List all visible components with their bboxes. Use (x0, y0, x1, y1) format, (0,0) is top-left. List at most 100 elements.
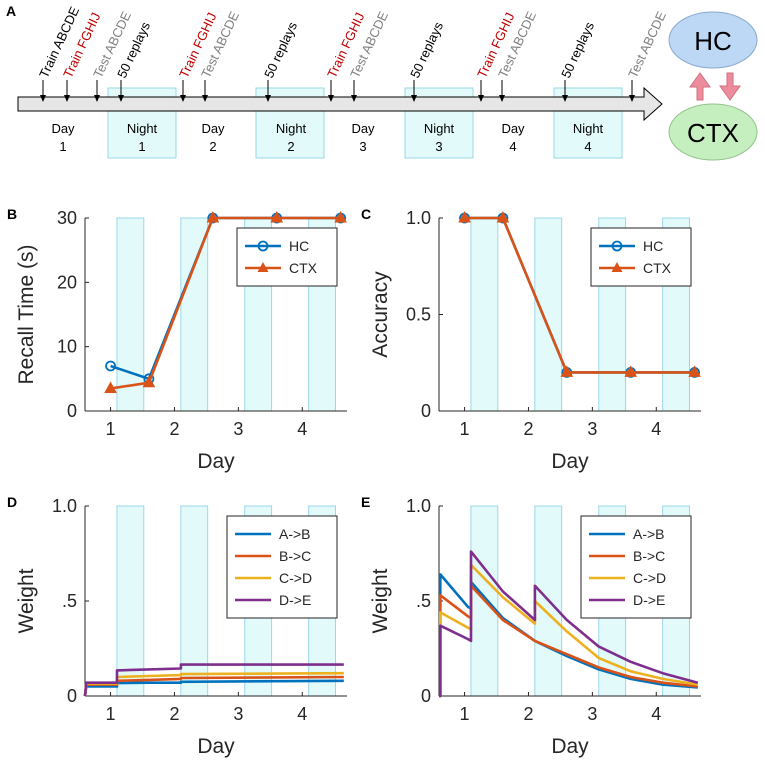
legend-label: HC (643, 238, 663, 254)
panel-c: C 1 2 3 4 0 0.5 1.0 Day Accuracy HC CTX (361, 206, 701, 473)
legend: HC CTX (236, 227, 338, 287)
night-band (470, 217, 499, 412)
x-tick-label: 2 (523, 704, 533, 724)
data-point-ctx (334, 210, 347, 223)
y-tick-label: 0 (421, 686, 431, 706)
legend-label: A->B (279, 526, 311, 542)
legend-label: CTX (643, 260, 672, 276)
x-tick-label: 1 (106, 704, 116, 724)
x-tick-label: 3 (587, 704, 597, 724)
data-point-hc (105, 360, 116, 372)
y-tick-label: 0 (67, 401, 77, 421)
data-point-ctx (496, 210, 510, 223)
panel-letter: D (7, 494, 17, 510)
panel-letter-a: A (6, 3, 16, 19)
event-label: Test ABCDE (625, 9, 669, 80)
series-line-b-to-c (438, 584, 698, 698)
y-tick-label: .5 (62, 591, 77, 611)
day-number: 2 (209, 139, 216, 154)
night-band (180, 217, 209, 412)
event-arrowhead (629, 95, 635, 102)
y-axis-label: Weight (369, 568, 392, 633)
legend-label: B->C (633, 548, 665, 564)
timeline-arrow (17, 86, 663, 122)
event-arrowhead (202, 95, 208, 102)
data-point-ctx (104, 381, 117, 393)
y-tick-label: 30 (57, 208, 77, 228)
night-number: 2 (287, 139, 294, 154)
day-label: Day (351, 121, 375, 136)
event-arrowhead (328, 95, 334, 102)
night-label: Night (276, 121, 307, 136)
x-tick-label: 2 (169, 419, 179, 439)
x-tick-label: 2 (523, 419, 533, 439)
x-tick-label: 2 (169, 704, 179, 724)
y-tick-label: 10 (57, 337, 77, 357)
ctx-ellipse (668, 103, 758, 161)
x-tick-label: 4 (297, 419, 307, 439)
data-point-ctx (206, 210, 220, 223)
y-axis-label: Weight (15, 568, 38, 633)
data-point-ctx (624, 365, 638, 377)
night-number: 4 (584, 139, 591, 154)
y-tick-label: 1.0 (406, 496, 431, 516)
day-number: 3 (359, 139, 366, 154)
legend: HC CTX (590, 227, 692, 287)
x-tick-label: 4 (651, 704, 661, 724)
event-arrowhead (180, 95, 186, 102)
x-tick-label: 3 (233, 704, 243, 724)
day-number: 1 (59, 139, 66, 154)
data-point-ctx (688, 365, 701, 377)
legend-label: D->E (633, 592, 665, 608)
x-axis-label: Day (551, 735, 589, 758)
x-tick-label: 3 (587, 419, 597, 439)
y-tick-label: .5 (416, 591, 431, 611)
event-arrowhead (351, 95, 357, 102)
day-label: Day (501, 121, 525, 136)
panel-b: B 1 2 3 4 0 10 20 30 Day Recall Time (s) HC CTX (7, 206, 347, 473)
night-label: Night (424, 121, 455, 136)
up-arrow-icon (689, 72, 711, 101)
night-band (180, 505, 209, 697)
x-tick-label: 4 (297, 704, 307, 724)
legend-label: B->C (279, 548, 311, 564)
x-axis-label: Day (551, 450, 589, 473)
day-number: 4 (509, 139, 516, 154)
series-line-a-to-b (83, 679, 344, 697)
ctx-label: CTX (687, 118, 739, 148)
legend-box (236, 227, 338, 287)
legend-label: C->D (279, 570, 312, 586)
night-band (116, 217, 145, 412)
panel-a: A Day 1 Night 1 Day 2 Night 2 Day 3 Night 3 Day 4 Night… (6, 3, 758, 161)
panel-d: D 1 2 3 4 0 .5 1.0 Day Weight A->B B->C C->D D->E (7, 494, 347, 758)
night-label: Night (573, 121, 604, 136)
event-label: 50 replays (407, 19, 446, 80)
data-point-ctx (270, 210, 284, 223)
event-arrowhead (94, 95, 100, 102)
x-tick-label: 3 (233, 419, 243, 439)
event-arrowhead (499, 95, 505, 102)
hc-ellipse (668, 11, 758, 69)
event-arrowhead (562, 95, 568, 102)
legend-label: D->E (279, 592, 311, 608)
panel-letter: B (7, 206, 17, 222)
legend: A->B B->C C->D D->E (226, 515, 338, 619)
y-tick-label: 0.5 (406, 305, 431, 325)
x-tick-label: 4 (651, 419, 661, 439)
data-point-ctx (142, 375, 156, 388)
day-label: Day (51, 121, 75, 136)
night-band (116, 505, 145, 697)
x-tick-label: 1 (460, 419, 470, 439)
legend-label: C->D (633, 570, 666, 586)
night-number: 3 (435, 139, 442, 154)
night-label: Night (127, 121, 158, 136)
y-axis-label: Recall Time (s) (15, 244, 38, 384)
event-arrowhead (40, 95, 46, 102)
data-point-ctx (458, 210, 471, 223)
event-arrowhead (265, 95, 271, 102)
series-line-c-to-d (438, 563, 699, 698)
panel-e: E 1 2 3 4 0 .5 1.0 Day Weight A->B B->C C->D D->E (361, 494, 701, 758)
event-arrowhead (118, 95, 124, 102)
y-tick-label: 0 (421, 401, 431, 421)
